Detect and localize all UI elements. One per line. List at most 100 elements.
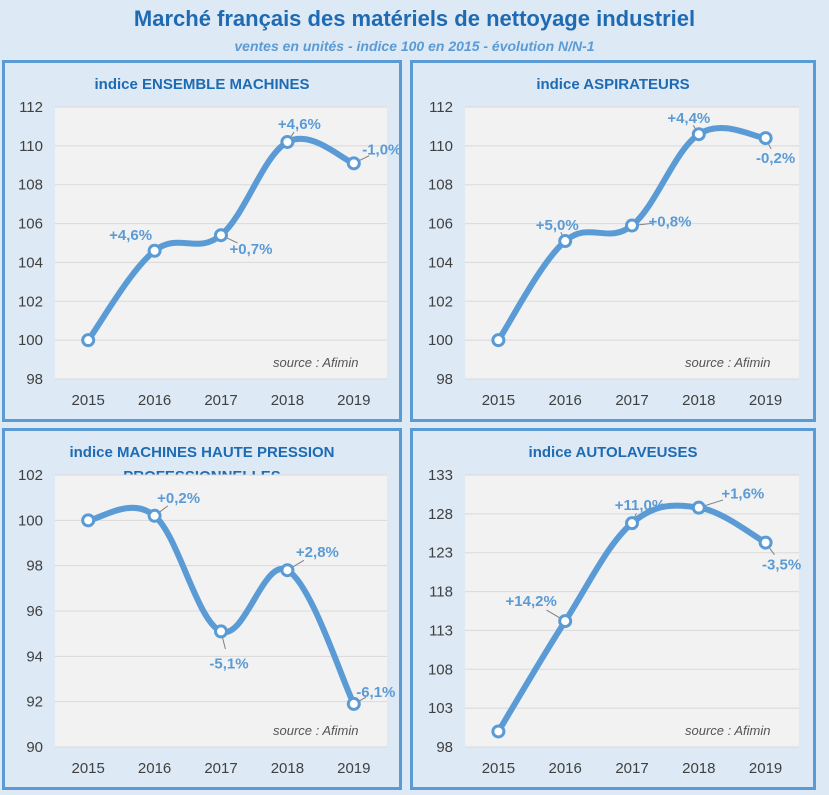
data-label: -3,5%	[762, 557, 801, 574]
page-subtitle: ventes en unités - indice 100 en 2015 - …	[234, 38, 595, 54]
x-tick-label: 2016	[138, 392, 171, 409]
y-tick-label: 112	[429, 99, 453, 116]
y-tick-label: 98	[436, 739, 453, 756]
data-label: +11,0%	[615, 497, 665, 514]
chart-panel-autolaveuses: indice AUTOLAVEUSES 98 103 108 113 118 123 128…	[410, 428, 816, 790]
y-tick-label: 98	[26, 371, 43, 388]
chart-panel-ensemble-machines: indice ENSEMBLE MACHINES 98 100 102 104 106 1…	[2, 60, 402, 422]
x-tick-label: 2015	[482, 760, 515, 777]
data-point	[346, 696, 361, 711]
data-point	[346, 156, 361, 171]
data-point	[491, 333, 506, 348]
data-label: +1,6%	[721, 486, 764, 503]
data-point	[558, 234, 573, 249]
x-tick-label: 2018	[271, 392, 304, 409]
data-point	[280, 134, 295, 149]
data-point	[81, 333, 96, 348]
y-tick-label: 113	[429, 622, 453, 639]
data-point	[758, 535, 773, 550]
y-tick-label: 106	[18, 216, 43, 233]
y-tick-label: 92	[26, 694, 43, 711]
data-point	[491, 724, 506, 739]
data-point	[691, 127, 706, 142]
data-point	[758, 131, 773, 146]
data-label: -0,2%	[756, 150, 795, 167]
y-tick-label: 110	[19, 138, 43, 155]
x-tick-label: 2016	[138, 760, 171, 777]
y-tick-label: 98	[26, 558, 43, 575]
y-tick-label: 94	[26, 648, 43, 665]
page-title: Marché français des matériels de nettoya…	[133, 6, 696, 31]
y-tick-label: 90	[26, 739, 43, 756]
y-tick-label: 118	[429, 584, 453, 601]
y-tick-label: 106	[428, 216, 453, 233]
y-tick-label: 108	[428, 177, 453, 194]
y-tick-label: 102	[428, 293, 453, 310]
x-tick-label: 2019	[749, 392, 782, 409]
data-label: +4,4%	[667, 110, 710, 127]
chart-svg: 98 100 102 104 106 108 110 112 2015 2016 2017 2018 2…	[18, 99, 399, 409]
x-tick-label: 2019	[337, 392, 370, 409]
series-line	[495, 502, 769, 735]
chart-panel-aspirateurs: indice ASPIRATEURS 98 100 102 104 106 108 110 1…	[410, 60, 816, 422]
source-note: source : Afimin	[685, 355, 771, 370]
data-label: -1,0%	[362, 141, 399, 158]
source-note: source : Afimin	[685, 723, 771, 738]
data-point	[625, 218, 639, 233]
x-tick-label: 2019	[337, 760, 370, 777]
x-tick-label: 2015	[72, 760, 105, 777]
chart-title: indice AUTOLAVEUSES	[528, 444, 698, 461]
y-tick-label: 103	[428, 700, 453, 717]
plot-area	[55, 107, 387, 379]
data-label: +0,7%	[230, 241, 273, 258]
x-tick-label: 2017	[204, 760, 237, 777]
chart-svg: 98 103 108 113 118 123 128 133 2015 2016 2017 2018 2…	[428, 467, 801, 777]
data-label: +0,2%	[157, 490, 200, 507]
source-note: source : Afimin	[273, 723, 359, 738]
data-point	[147, 243, 162, 258]
y-tick-label: 100	[428, 332, 453, 349]
data-point	[214, 228, 228, 243]
y-tick-label: 133	[428, 467, 453, 484]
plot-area	[465, 107, 799, 379]
data-point	[558, 614, 573, 629]
x-tick-label: 2017	[615, 760, 648, 777]
chart-panel-haute-pression: indice MACHINES HAUTE PRESSION PROFESSIO…	[2, 428, 402, 790]
x-tick-label: 2019	[749, 760, 782, 777]
y-tick-label: 102	[18, 293, 43, 310]
y-tick-label: 108	[18, 177, 43, 194]
data-point	[81, 513, 96, 528]
data-label: +0,8%	[649, 214, 692, 231]
data-point	[214, 624, 228, 639]
y-tick-label: 104	[428, 254, 453, 271]
y-tick-label: 100	[18, 512, 43, 529]
chart-title: indice ENSEMBLE MACHINES	[94, 76, 310, 93]
data-label: -5,1%	[209, 655, 248, 672]
x-tick-label: 2017	[204, 392, 237, 409]
x-tick-label: 2018	[271, 760, 304, 777]
y-tick-label: 108	[428, 661, 453, 678]
data-label: +14,2%	[506, 593, 557, 610]
x-tick-label: 2016	[549, 392, 582, 409]
data-label: +4,6%	[278, 116, 321, 133]
y-tick-label: 104	[18, 254, 43, 271]
y-tick-label: 128	[428, 506, 453, 523]
x-tick-label: 2018	[682, 392, 715, 409]
data-point	[280, 563, 295, 578]
data-label: -6,1%	[356, 684, 395, 701]
y-tick-label: 100	[18, 332, 43, 349]
x-tick-label: 2017	[615, 392, 648, 409]
y-tick-label: 102	[18, 467, 43, 484]
data-point	[625, 516, 639, 531]
x-tick-label: 2015	[72, 392, 105, 409]
data-label: +2,8%	[296, 544, 339, 561]
x-tick-label: 2018	[682, 760, 715, 777]
x-tick-label: 2015	[482, 392, 515, 409]
chart-svg: 98 100 102 104 106 108 110 112 2015 2016 2017 2018 2…	[428, 99, 799, 409]
chart-svg: 90 92 94 96 98 100 102 2015 2016 2017 2018 2019 +0,2…	[18, 467, 395, 777]
data-label: +5,0%	[536, 217, 579, 234]
data-point	[691, 500, 706, 515]
y-tick-label: 110	[429, 138, 453, 155]
chart-title: indice ASPIRATEURS	[536, 76, 690, 93]
